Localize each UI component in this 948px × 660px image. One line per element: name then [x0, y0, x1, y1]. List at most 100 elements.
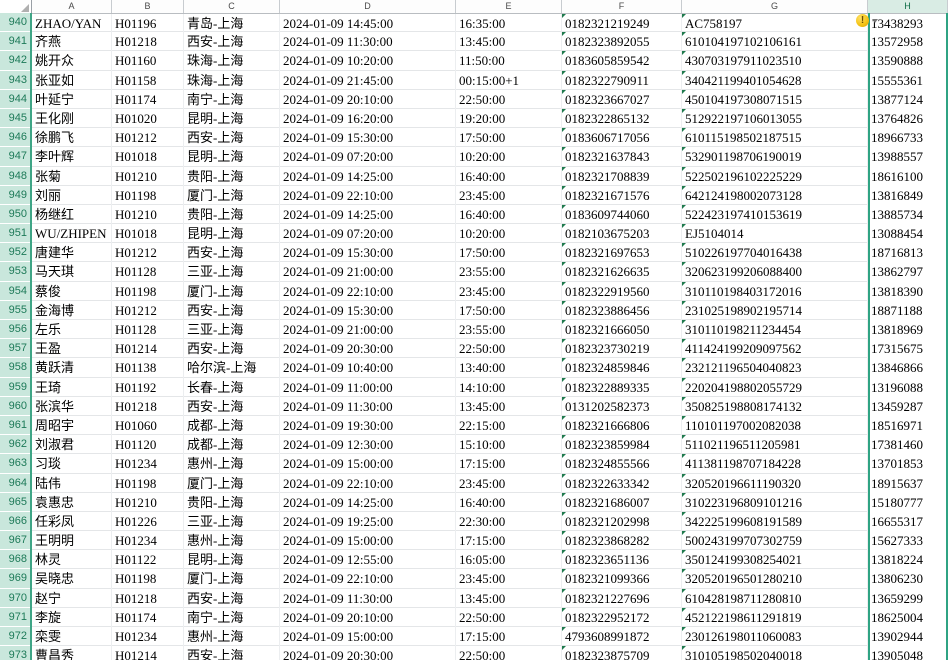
table-row[interactable]: 王盈 H01214 西安-上海 2024-01-09 20:30:00 22:50:00… — [32, 339, 948, 359]
cell-phone[interactable]: 13877124 — [868, 89, 948, 109]
cell-name[interactable]: 任彩凤 — [32, 511, 112, 532]
row-header[interactable]: 948 — [0, 166, 30, 186]
cell-name[interactable]: 王琦 — [32, 377, 112, 397]
row-header[interactable]: 970 — [0, 588, 30, 608]
row-header[interactable]: 951 — [0, 224, 30, 244]
cell-id-document[interactable]: 522423197410153619 — [682, 204, 868, 225]
cell-name[interactable]: 陆伟 — [32, 473, 112, 493]
table-row[interactable]: ZHAO/YAN H01196 青岛-上海 2024-01-09 14:45:00 16… — [32, 13, 948, 34]
row-header[interactable]: 949 — [0, 185, 30, 205]
cell-flight-no[interactable]: H01214 — [112, 339, 184, 359]
cell-arrival-time[interactable]: 16:40:00 — [456, 204, 562, 225]
cell-arrival-time[interactable]: 23:45:00 — [456, 281, 562, 301]
cell-arrival-time[interactable]: 14:10:00 — [456, 377, 562, 397]
table-row[interactable]: 赵宁 H01218 西安-上海 2024-01-09 11:30:00 13:45:00… — [32, 588, 948, 608]
cell-arrival-time[interactable]: 22:50:00 — [456, 339, 562, 359]
column-header-f[interactable]: F — [562, 0, 682, 13]
cell-flight-no[interactable]: H01212 — [112, 243, 184, 263]
cell-route[interactable]: 西安-上海 — [184, 300, 280, 320]
cell-id-document[interactable]: 220204198802055729 — [682, 377, 868, 397]
cell-departure-datetime[interactable]: 2024-01-09 11:30:00 — [280, 32, 456, 52]
row-header[interactable]: 954 — [0, 281, 30, 301]
cell-id-document[interactable]: 411424199209097562 — [682, 339, 868, 359]
column-header-h[interactable]: H — [868, 0, 948, 13]
cell-route[interactable]: 厦门-上海 — [184, 473, 280, 493]
column-header-e[interactable]: E — [456, 0, 562, 13]
cell-route[interactable]: 西安-上海 — [184, 588, 280, 608]
cell-arrival-time[interactable]: 00:15:00+1 — [456, 70, 562, 90]
cell-id-document[interactable]: 342225199608191589 — [682, 511, 868, 532]
column-header-c[interactable]: C — [184, 0, 280, 13]
cell-ticket-number[interactable]: 0183606717056 — [562, 128, 682, 148]
cell-flight-no[interactable]: H01234 — [112, 627, 184, 647]
row-header[interactable]: 959 — [0, 377, 30, 397]
cell-flight-no[interactable]: H01122 — [112, 550, 184, 570]
cell-id-document[interactable]: 320520196501280210 — [682, 569, 868, 589]
row-header[interactable]: 964 — [0, 473, 30, 493]
cell-departure-datetime[interactable]: 2024-01-09 15:30:00 — [280, 300, 456, 320]
cell-ticket-number[interactable]: 0182323892055 — [562, 32, 682, 52]
cell-departure-datetime[interactable]: 2024-01-09 15:30:00 — [280, 128, 456, 148]
table-row[interactable]: 曹昌秀 H01214 西安-上海 2024-01-09 20:30:00 22:50:0… — [32, 646, 948, 660]
cell-name[interactable]: 周昭宇 — [32, 415, 112, 436]
row-header[interactable]: 941 — [0, 32, 30, 52]
cell-phone[interactable]: 13764826 — [868, 108, 948, 129]
cell-departure-datetime[interactable]: 2024-01-09 21:00:00 — [280, 262, 456, 282]
cell-flight-no[interactable]: H01128 — [112, 320, 184, 340]
cell-phone[interactable]: 16655317 — [868, 511, 948, 532]
cell-phone[interactable]: 13846866 — [868, 358, 948, 378]
cell-phone[interactable]: 13902944 — [868, 627, 948, 647]
cell-arrival-time[interactable]: 23:45:00 — [456, 473, 562, 493]
column-header-a[interactable]: A — [32, 0, 112, 13]
cell-name[interactable]: 李旋 — [32, 607, 112, 627]
cell-name[interactable]: 张菊 — [32, 166, 112, 186]
cell-ticket-number[interactable]: 0182321637843 — [562, 147, 682, 167]
table-row[interactable]: 周昭宇 H01060 成都-上海 2024-01-09 19:30:00 22:15:0… — [32, 415, 948, 436]
cell-flight-no[interactable]: H01196 — [112, 14, 184, 34]
cell-phone[interactable]: 13818969 — [868, 320, 948, 340]
cell-flight-no[interactable]: H01210 — [112, 166, 184, 186]
table-row[interactable]: 习琰 H01234 惠州-上海 2024-01-09 15:00:00 17:15:00… — [32, 454, 948, 474]
cell-phone[interactable]: 17381460 — [868, 435, 948, 455]
cell-flight-no[interactable]: H01160 — [112, 51, 184, 71]
cell-departure-datetime[interactable]: 2024-01-09 20:30:00 — [280, 646, 456, 660]
cell-flight-no[interactable]: H01212 — [112, 128, 184, 148]
cell-ticket-number[interactable]: 0183605859542 — [562, 51, 682, 71]
cell-id-document[interactable]: 310110198211234454 — [682, 320, 868, 340]
row-header[interactable]: 945 — [0, 108, 30, 129]
cell-departure-datetime[interactable]: 2024-01-09 15:00:00 — [280, 627, 456, 647]
cell-route[interactable]: 厦门-上海 — [184, 569, 280, 589]
cell-flight-no[interactable]: H01174 — [112, 89, 184, 109]
cell-departure-datetime[interactable]: 2024-01-09 19:30:00 — [280, 415, 456, 436]
cell-ticket-number[interactable]: 0182321666806 — [562, 415, 682, 436]
cell-name[interactable]: 杨继红 — [32, 204, 112, 225]
cell-ticket-number[interactable]: 0182321202998 — [562, 511, 682, 532]
cell-name[interactable]: 林灵 — [32, 550, 112, 570]
cell-route[interactable]: 三亚-上海 — [184, 320, 280, 340]
row-header[interactable]: 942 — [0, 51, 30, 71]
cell-name[interactable]: 唐建华 — [32, 243, 112, 263]
column-header-d[interactable]: D — [280, 0, 456, 13]
cell-departure-datetime[interactable]: 2024-01-09 11:30:00 — [280, 588, 456, 608]
cell-arrival-time[interactable]: 19:20:00 — [456, 108, 562, 129]
cell-phone[interactable]: 13818390 — [868, 281, 948, 301]
cell-arrival-time[interactable]: 23:45:00 — [456, 569, 562, 589]
cell-ticket-number[interactable]: 0182322790911 — [562, 70, 682, 90]
row-header[interactable]: 950 — [0, 204, 30, 225]
table-row[interactable]: 马天琪 H01128 三亚-上海 2024-01-09 21:00:00 23:55:0… — [32, 262, 948, 282]
row-header[interactable]: 972 — [0, 627, 30, 647]
cell-id-document[interactable]: 350825198808174132 — [682, 396, 868, 416]
row-header[interactable]: 962 — [0, 435, 30, 455]
cell-route[interactable]: 西安-上海 — [184, 339, 280, 359]
cell-route[interactable]: 南宁-上海 — [184, 89, 280, 109]
table-row[interactable]: 叶延宁 H01174 南宁-上海 2024-01-09 20:10:00 22:50:0… — [32, 89, 948, 109]
cell-name[interactable]: 袁惠忠 — [32, 492, 112, 512]
cell-ticket-number[interactable]: 0182322919560 — [562, 281, 682, 301]
cell-phone[interactable]: 15180777 — [868, 492, 948, 512]
table-row[interactable]: 徐鹏飞 H01212 西安-上海 2024-01-09 15:30:00 17:50:0… — [32, 128, 948, 148]
row-header[interactable]: 946 — [0, 128, 30, 148]
table-row[interactable]: 林灵 H01122 昆明-上海 2024-01-09 12:55:00 16:05:00… — [32, 550, 948, 570]
row-header[interactable]: 963 — [0, 454, 30, 474]
cell-arrival-time[interactable]: 13:45:00 — [456, 396, 562, 416]
cell-ticket-number[interactable]: 0182321671576 — [562, 185, 682, 205]
